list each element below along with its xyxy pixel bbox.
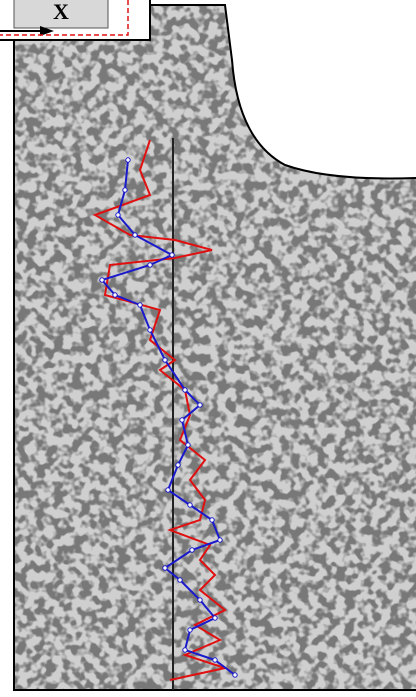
specimen (0, 0, 416, 697)
figure: X (0, 0, 416, 697)
axis-label: X (53, 0, 69, 24)
inset: X (0, 0, 150, 40)
